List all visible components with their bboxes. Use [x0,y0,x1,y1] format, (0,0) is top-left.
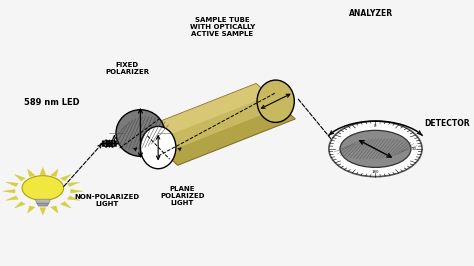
Polygon shape [6,196,18,200]
Text: DETECTOR: DETECTOR [424,119,470,128]
Polygon shape [6,182,18,186]
Polygon shape [67,182,80,186]
Polygon shape [164,107,295,165]
Polygon shape [37,203,49,206]
Polygon shape [51,169,58,177]
Polygon shape [51,206,58,213]
Polygon shape [67,196,80,200]
Polygon shape [27,169,35,177]
Polygon shape [40,208,46,215]
Ellipse shape [140,126,176,169]
Polygon shape [138,84,269,142]
Polygon shape [15,202,25,208]
Polygon shape [35,199,51,203]
Polygon shape [27,206,35,213]
Text: 589 nm LED: 589 nm LED [24,98,80,107]
Text: 0: 0 [374,124,377,128]
Text: 90: 90 [411,147,417,151]
Ellipse shape [116,110,165,156]
Text: PLANE
POLARIZED
LIGHT: PLANE POLARIZED LIGHT [160,186,205,206]
Circle shape [329,121,422,177]
Polygon shape [15,174,25,181]
Text: FIXED
POLARIZER: FIXED POLARIZER [105,61,149,74]
Text: 180: 180 [372,170,379,174]
Polygon shape [138,84,295,165]
Polygon shape [40,167,46,175]
Text: NON-POLARIZED
LIGHT: NON-POLARIZED LIGHT [74,194,140,207]
Text: SAMPLE TUBE
WITH OPTICALLY
ACTIVE SAMPLE: SAMPLE TUBE WITH OPTICALLY ACTIVE SAMPLE [190,16,255,36]
Polygon shape [60,174,71,181]
Text: ANALYZER: ANALYZER [349,9,393,18]
Polygon shape [71,189,83,193]
Circle shape [22,176,64,200]
Polygon shape [3,189,15,193]
Polygon shape [60,202,71,208]
Ellipse shape [340,130,411,167]
Ellipse shape [257,80,294,122]
